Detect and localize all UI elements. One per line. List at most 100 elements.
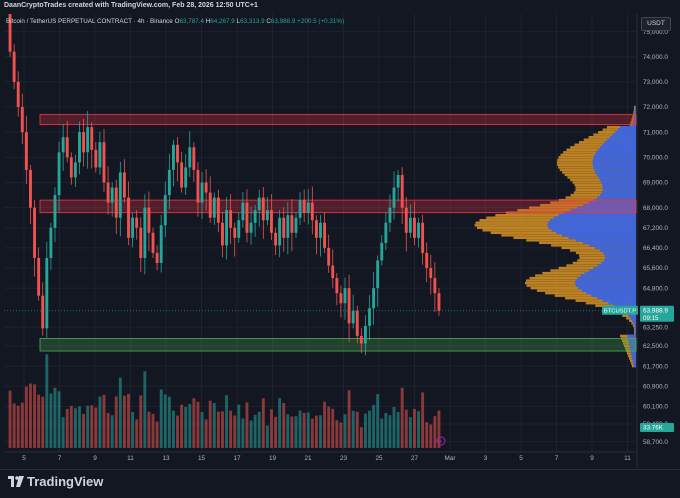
volume-profile-value-bar (599, 249, 636, 252)
price-chart-canvas[interactable]: ⚡ 75,000.0 74,000.0 73,000.0 72,000.0 71,000.… (0, 14, 680, 469)
candle (384, 222, 388, 243)
time-axis-label: 3 (484, 455, 488, 462)
volume-profile-value-bar (580, 274, 636, 277)
time-axis-label: Mar (444, 455, 456, 462)
current-price-tag: BTCUSDT.P 63,988.909:15 (602, 305, 674, 322)
candle (335, 278, 339, 294)
volume-bar (159, 389, 163, 448)
volume-profile-value-bar (597, 196, 636, 199)
volume-profile-value-bar (596, 173, 636, 177)
candle (131, 217, 135, 238)
price-axis-label: 70,000.0 (643, 155, 668, 162)
change-value: +200.5 (+0.31%) (297, 18, 345, 25)
volume-profile-value-bar (568, 236, 636, 240)
volume-bar (180, 404, 184, 448)
volume-bar (69, 405, 73, 448)
volume-bar (408, 417, 412, 448)
volume-profile-value-bar (633, 362, 636, 365)
candle (429, 268, 433, 279)
volume-bar (212, 402, 216, 448)
candle (192, 147, 196, 170)
candle (143, 207, 147, 258)
volume-profile-value-bar (570, 208, 636, 212)
volume-bar (331, 408, 335, 448)
close-label: C (266, 18, 271, 25)
tradingview-logo-icon[interactable] (8, 476, 24, 488)
volume-bar (139, 395, 143, 448)
volume-profile-value-bar (634, 110, 636, 114)
volume-bar (290, 416, 294, 448)
price-axis-label: 65,600.0 (643, 265, 668, 272)
time-axis-label: 5 (519, 455, 523, 462)
volume-profile-value-bar (593, 266, 636, 270)
volume-bars (8, 354, 441, 448)
candle (188, 147, 192, 168)
volume-bar (233, 415, 237, 448)
volume-bar (208, 400, 212, 448)
candle (351, 310, 355, 324)
candle (265, 210, 269, 221)
volume-bar (270, 409, 273, 448)
volume-bar (12, 403, 16, 448)
tradingview-brand[interactable]: TradingView (27, 474, 104, 489)
volume-bar (355, 411, 359, 448)
volume-profile-value-bar (603, 259, 636, 262)
symbol-tag-bg (602, 305, 638, 315)
candle (388, 207, 392, 223)
volume-bar (417, 411, 420, 448)
volume-bar (33, 384, 36, 448)
candle (16, 81, 20, 108)
candle (78, 132, 81, 163)
time-axis-label: 9 (590, 455, 594, 462)
volume-profile-value-bar (582, 241, 636, 245)
volume-bar (343, 414, 347, 448)
volume-bar (16, 405, 20, 448)
currency-button[interactable]: USDT (641, 17, 671, 31)
volume-bar (102, 394, 106, 448)
candle (212, 197, 216, 218)
volume-profile-value-bar (629, 344, 636, 348)
candle (73, 162, 77, 178)
time-axis-label: 11 (127, 455, 134, 462)
volume-profile-value-bar (584, 271, 636, 275)
price-axis: 75,000.0 74,000.0 73,000.0 72,000.0 71,000.0… (643, 29, 668, 446)
candle (408, 217, 412, 233)
volume-profile-value-bar (598, 176, 636, 179)
volume-profile-value-bar (617, 128, 636, 131)
volume-profile-value-bar (634, 324, 636, 328)
volume-bar (57, 391, 61, 448)
candle (20, 107, 24, 133)
volume-profile-value-bar (596, 297, 636, 300)
volume-tag: 33.76K (643, 425, 664, 432)
volume-profile-value-bar (595, 246, 636, 250)
volume-bar (24, 386, 28, 448)
candle (41, 295, 45, 329)
symbol-legend: Bitcoin / TetherUS PERPETUAL CONTRACT · … (6, 18, 344, 25)
volume-profile-value-bar (602, 188, 636, 192)
volume-profile-value-bar (601, 261, 636, 265)
candle (380, 242, 384, 261)
volume-profile-value-bar (633, 364, 636, 368)
volume-profile-value-bar (591, 294, 636, 297)
volume-bar (314, 415, 318, 448)
candle (29, 169, 32, 208)
low-label: L (236, 18, 241, 25)
candle (216, 197, 220, 223)
volume-bar (400, 387, 404, 448)
volume-bar (286, 414, 290, 448)
volume-bar (413, 408, 416, 448)
volume-bar (363, 413, 367, 448)
price-axis-label: 69,000.0 (643, 180, 668, 187)
volume-bar (225, 395, 228, 448)
footer-bar (0, 469, 680, 498)
volume-bar (167, 396, 171, 448)
volume-profile-value-bar (612, 133, 636, 136)
volume-bar (241, 418, 245, 448)
candle (118, 172, 122, 218)
volume-bar (257, 411, 261, 448)
volume-bar (135, 419, 139, 448)
volume-bar (37, 394, 41, 448)
candle (363, 325, 367, 344)
candle (413, 217, 416, 238)
candle (319, 222, 322, 238)
